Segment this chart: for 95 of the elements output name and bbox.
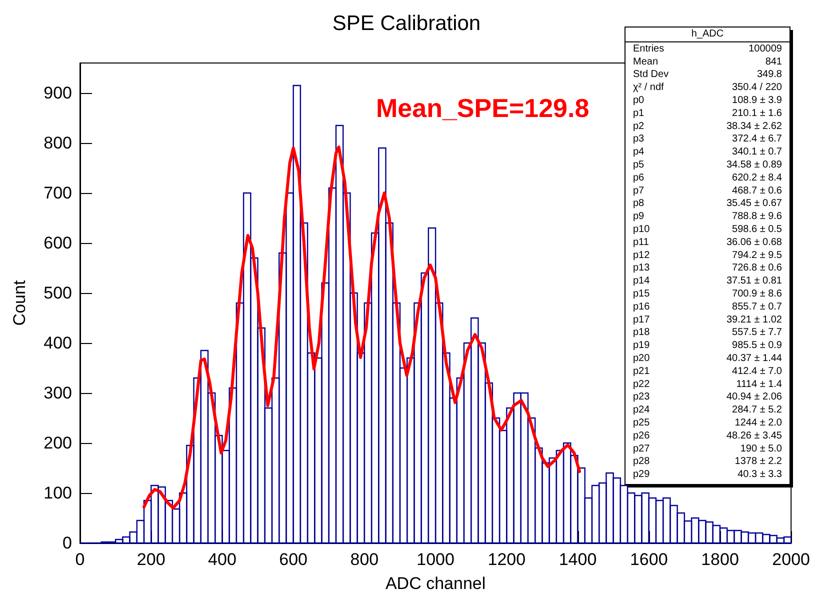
annotation: p19 [633,340,650,352]
annotation: 40.94 ± 2.06 [726,392,782,403]
annotation: 39.21 ± 1.02 [726,314,782,326]
annotation: 1114 ± 1.4 [736,378,782,390]
x-tick-label: 1000 [416,550,454,569]
annotation: p27 [633,443,650,454]
annotation: 210.1 ± 1.6 [732,108,782,119]
annotation: p12 [633,250,650,261]
annotation: 557.5 ± 7.7 [732,327,782,338]
annotation: p4 [633,146,645,158]
annotation: p11 [633,236,650,248]
annotation: 1244 ± 2.0 [734,418,782,428]
annotation: p26 [633,430,650,442]
annotation: 855.7 ± 0.7 [732,301,782,312]
x-tick-label: 1600 [630,550,668,569]
annotation: 620.2 ± 8.4 [732,172,782,184]
annotation: p2 [633,120,645,132]
annotation: 372.4 ± 6.7 [732,134,782,145]
annotation: 108.9 ± 3.9 [732,95,782,106]
text: Entries [633,43,664,54]
annotation: 36.06 ± 0.68 [726,236,782,248]
annotation: 190 ± 5.0 [740,443,782,454]
annotation: 1378 ± 2.2 [734,456,782,468]
annotation: 37.51 ± 0.81 [726,276,782,287]
x-tick-label: 1800 [701,550,739,569]
annotation: p3 [633,134,645,145]
annotation: p10 [633,224,650,235]
annotation: p9 [633,211,645,222]
annotation: p8 [633,198,645,210]
annotation: 35.45 ± 0.67 [726,198,782,210]
annotation: 841 [765,56,782,68]
x-tick-label: 1400 [558,550,597,569]
y-tick-label: 800 [44,134,72,152]
annotation: p1 [633,108,645,119]
annotation: p25 [633,418,650,428]
annotation: p13 [633,262,650,274]
annotation: 340.1 ± 0.7 [732,146,782,158]
annotation: 598.6 ± 0.5 [732,224,782,235]
annotation: p23 [633,392,650,403]
y-tick-label: 300 [44,384,72,402]
annotation: 349.8 [756,69,782,80]
text: 100009 [748,43,782,54]
x-tick-label: 1200 [488,550,526,569]
x-tick-label: 800 [350,550,379,569]
line-series [142,146,582,510]
annotation: p0 [633,95,645,106]
annotation: p5 [633,160,645,170]
annotation: 40.3 ± 3.3 [738,469,782,480]
annotation: p7 [633,185,645,196]
annotation: p28 [633,456,650,468]
annotation: 48.26 ± 3.45 [726,430,782,442]
x-tick-label: 200 [136,550,166,569]
annotation: 788.8 ± 9.6 [732,211,782,222]
annotation: 985.5 ± 0.9 [732,340,782,352]
y-tick-label: 600 [44,234,72,252]
y-tick-label: 0 [62,534,72,552]
annotation: 350.4 / 220 [732,82,782,94]
annotation: 468.7 ± 0.6 [732,185,782,196]
annotation: p22 [633,378,650,390]
y-axis-title: Count [10,280,29,326]
annotation: p18 [633,327,650,338]
annotation: p15 [633,288,650,300]
y-tick-label: 500 [44,284,72,302]
annotation: 40.37 ± 1.44 [726,353,782,364]
annotation: p14 [633,276,650,287]
text: h_ADC [691,28,724,40]
x-tick-label: 0 [75,550,85,569]
annotation: p16 [633,301,650,312]
annotation: p24 [633,404,650,416]
annotation: p21 [633,366,650,377]
y-tick-label: 900 [44,84,72,102]
annotation: p20 [633,353,650,364]
annotation: χ² / ndf [633,82,664,94]
y-tick-label: 700 [44,184,72,202]
annotation: 38.34 ± 2.62 [726,120,782,132]
annotation: 284.7 ± 5.2 [732,404,782,416]
x-tick-label: 600 [279,550,308,569]
annotation: 34.58 ± 0.89 [726,160,782,170]
annotation: p29 [633,469,650,480]
x-tick-label: 2000 [772,550,810,569]
y-tick-label: 400 [44,334,72,352]
annotation: p6 [633,172,645,184]
x-axis-title: ADC channel [385,574,486,593]
y-tick-label: 100 [44,484,72,502]
annotation: 726.8 ± 0.6 [732,262,782,274]
annotation: 700.9 ± 8.6 [732,288,782,300]
annotation: 412.4 ± 7.0 [732,366,782,377]
annotation: Mean [633,56,658,68]
chart-title: SPE Calibration [332,12,481,35]
annotation: 794.2 ± 9.5 [732,250,782,261]
x-tick-label: 400 [208,550,236,569]
annotation: Mean_SPE=129.8 [376,93,590,123]
annotation: p17 [633,314,650,326]
annotation: Std Dev [633,69,669,80]
y-tick-label: 200 [44,434,72,452]
